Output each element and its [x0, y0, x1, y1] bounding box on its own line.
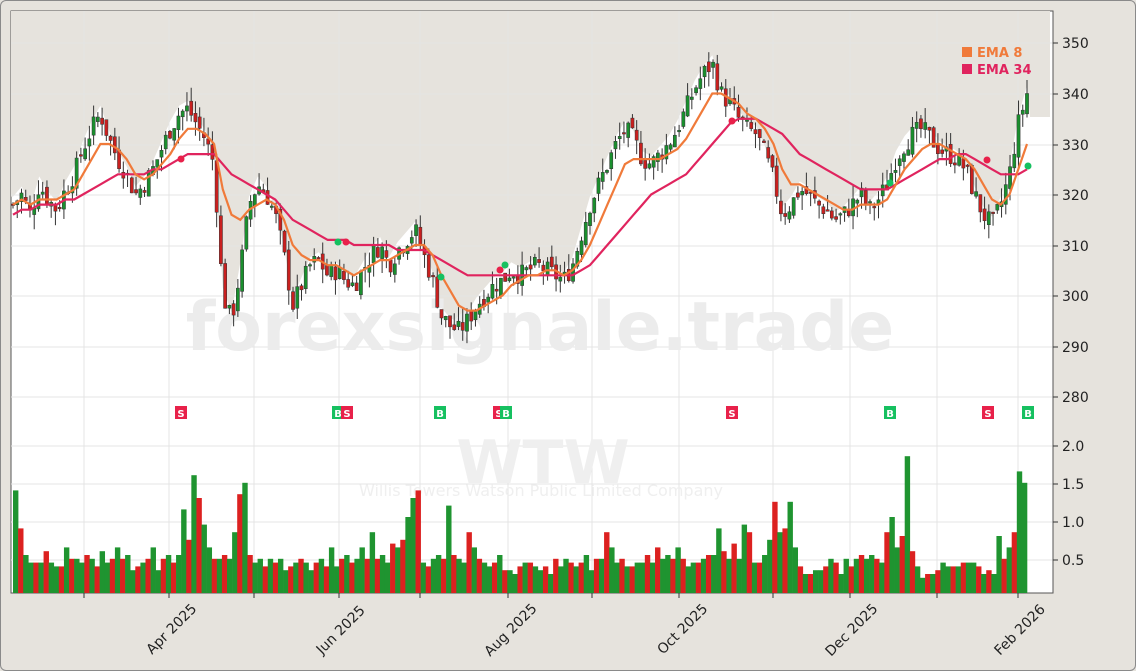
svg-text:B: B: [502, 409, 510, 420]
crossover-markers: [177, 117, 1032, 281]
svg-text:S: S: [728, 409, 735, 420]
candlesticks: [11, 52, 1029, 344]
price-axis: 350 340 330 320 310 300 290 280 2.0 1.5 …: [1052, 11, 1089, 593]
price-tick-310: 310: [1062, 239, 1089, 255]
price-tick-330: 330: [1062, 138, 1089, 154]
svg-text:B: B: [886, 409, 894, 420]
legend: EMA 8 EMA 34: [962, 46, 1032, 78]
ema34-legend-label: EMA 34: [977, 63, 1032, 78]
ema8-line: [12, 92, 1029, 312]
date-tick-aug-2025: Aug 2025: [482, 601, 541, 660]
date-tick-oct-2025: Oct 2025: [655, 601, 712, 658]
volume-tick-1.5: 1.5: [1062, 477, 1084, 493]
grid-lines: [11, 11, 1053, 593]
price-tick-320: 320: [1062, 188, 1089, 204]
svg-text:S: S: [495, 409, 502, 420]
volume-tick-2.0: 2.0: [1062, 439, 1084, 455]
price-tick-290: 290: [1062, 340, 1089, 356]
svg-text:S: S: [343, 409, 350, 420]
svg-text:B: B: [1024, 409, 1032, 420]
ema8-legend-label: EMA 8: [977, 46, 1022, 61]
svg-text:B: B: [334, 409, 342, 420]
svg-text:S: S: [177, 409, 184, 420]
volume-tick-0.5: 0.5: [1062, 553, 1084, 569]
ema34-legend-swatch: [962, 64, 972, 74]
date-tick-jun-2025: Jun 2025: [313, 603, 369, 659]
watermark-company: Willis Towers Watson Public Limited Comp…: [359, 481, 723, 500]
watermark-site: forexsignale.trade: [186, 288, 895, 367]
volume-tick-1.0: 1.0: [1062, 515, 1084, 531]
price-tick-350: 350: [1062, 36, 1089, 52]
price-shade-region: [11, 11, 1050, 323]
svg-text:B: B: [436, 409, 444, 420]
price-tick-280: 280: [1062, 390, 1089, 406]
price-tick-340: 340: [1062, 87, 1089, 103]
ema8-legend-swatch: [962, 47, 972, 57]
date-tick-feb-2026: Feb 2026: [992, 602, 1049, 659]
date-axis: Apr 2025 Jun 2025 Aug 2025 Oct 2025 Dec …: [83, 593, 1049, 660]
svg-text:S: S: [984, 409, 991, 420]
date-tick-apr-2025: Apr 2025: [144, 601, 201, 658]
date-tick-dec-2025: Dec 2025: [823, 601, 882, 660]
price-tick-300: 300: [1062, 289, 1089, 305]
watermark-ticker: WTW: [456, 428, 629, 498]
volume-bars: [13, 456, 1028, 593]
